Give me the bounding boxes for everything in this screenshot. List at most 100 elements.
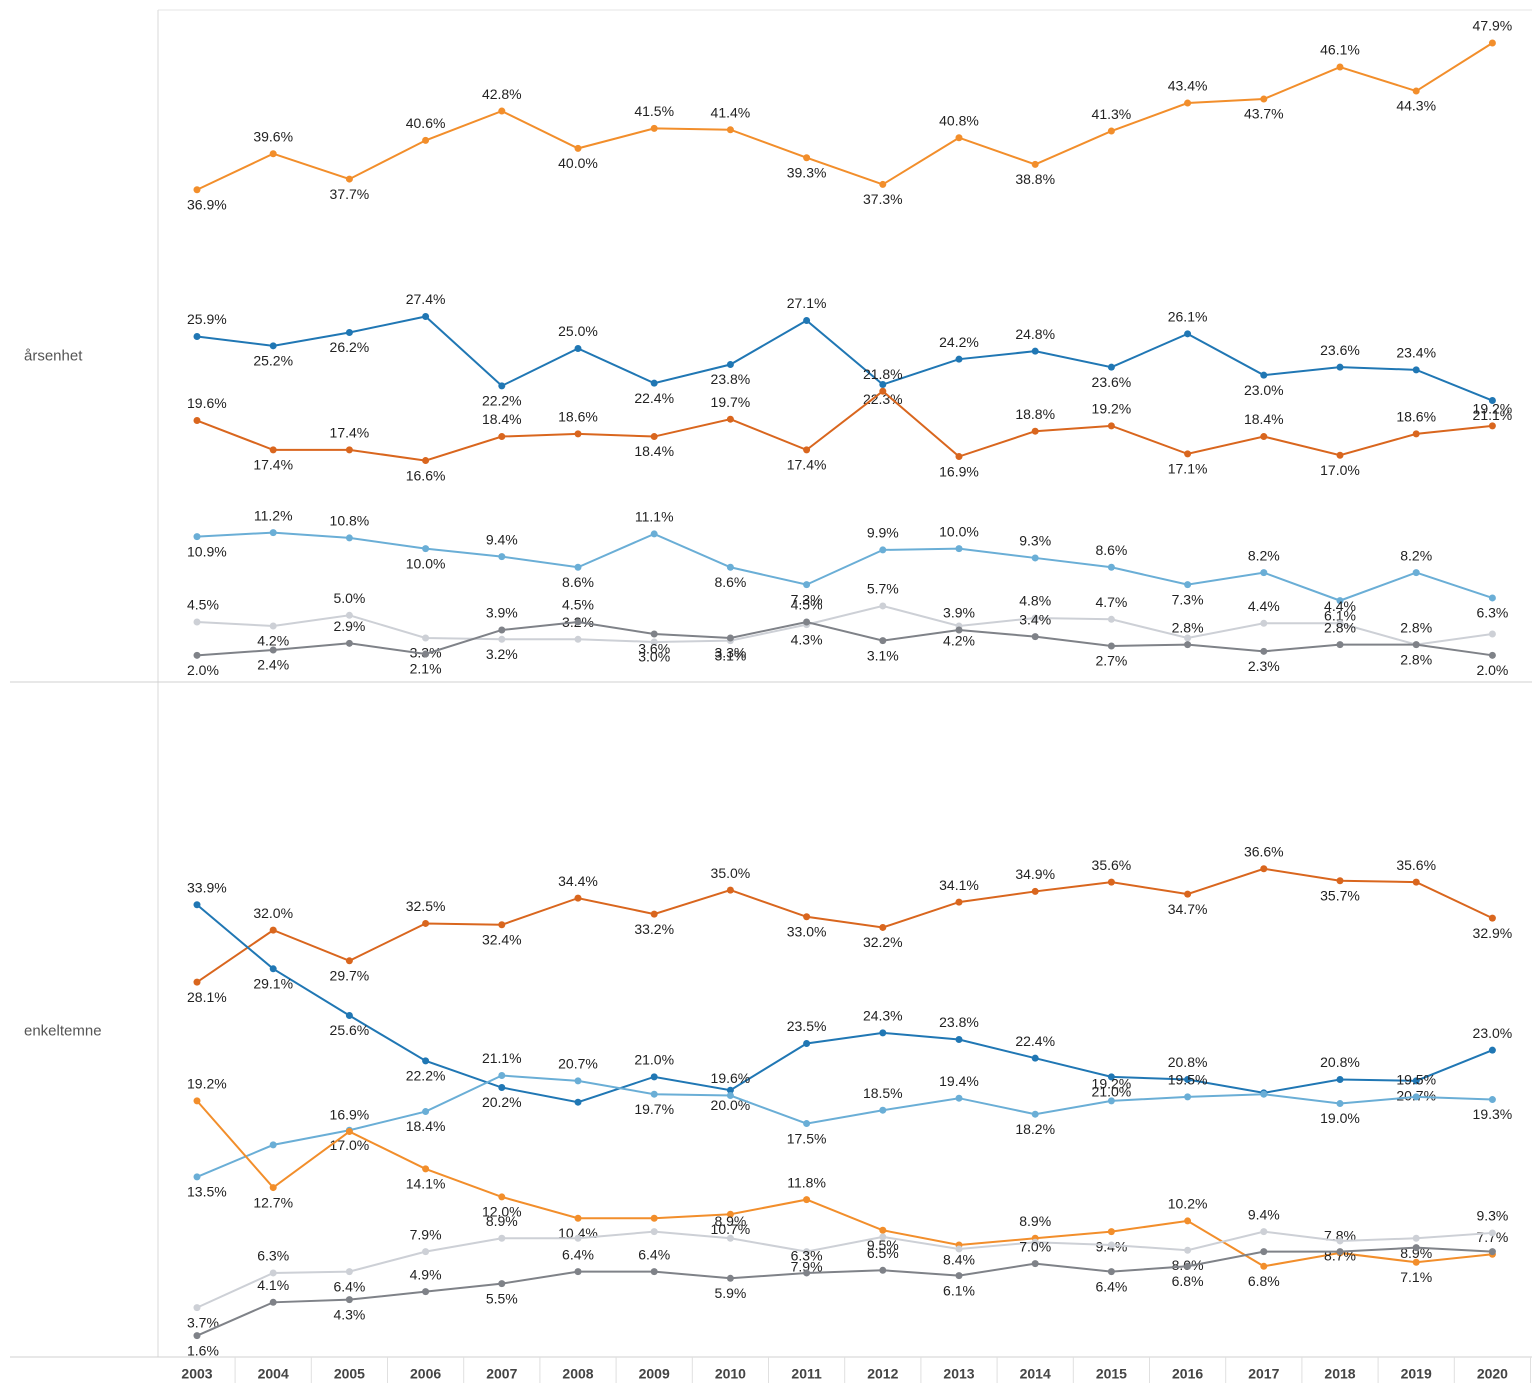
x-tick-label: 2020 <box>1477 1366 1508 1382</box>
point <box>193 618 201 626</box>
x-tick-label: 2003 <box>181 1366 212 1382</box>
data-label: 16.6% <box>406 467 446 483</box>
data-label: 4.3% <box>791 631 823 647</box>
point <box>498 382 506 390</box>
point <box>650 1228 658 1236</box>
data-label: 21.1% <box>482 1050 522 1066</box>
point <box>803 1196 811 1204</box>
data-label: 5.9% <box>714 1285 746 1301</box>
point <box>422 457 430 465</box>
data-label: 24.8% <box>1015 326 1055 342</box>
point <box>1412 1234 1420 1242</box>
data-label: 18.6% <box>1396 409 1436 425</box>
point <box>1031 614 1039 622</box>
point <box>498 107 506 115</box>
point <box>879 1233 887 1241</box>
point <box>345 1011 353 1019</box>
data-label: 2.0% <box>1476 662 1508 678</box>
data-label: 33.2% <box>634 921 674 937</box>
data-label: 10.9% <box>187 543 227 559</box>
point <box>574 1214 582 1222</box>
point <box>1488 594 1496 602</box>
point <box>650 910 658 918</box>
x-tick-label: 2012 <box>867 1366 898 1382</box>
point <box>1336 1248 1344 1256</box>
point <box>193 651 201 659</box>
data-label: 20.8% <box>1320 1054 1360 1070</box>
point <box>1412 366 1420 374</box>
point <box>345 1128 353 1136</box>
point <box>726 1274 734 1282</box>
data-label: 7.0% <box>1019 1238 1051 1254</box>
point <box>269 1141 277 1149</box>
point <box>803 1269 811 1277</box>
data-label: 34.7% <box>1168 901 1208 917</box>
data-label: 36.6% <box>1244 843 1284 859</box>
data-label: 32.5% <box>406 898 446 914</box>
data-label: 8.2% <box>1400 547 1432 563</box>
point <box>1412 641 1420 649</box>
point <box>955 355 963 363</box>
data-label: 29.7% <box>330 968 370 984</box>
data-label: 22.2% <box>406 1068 446 1084</box>
point <box>193 1332 201 1340</box>
point <box>1260 619 1268 627</box>
data-label: 34.1% <box>939 877 979 893</box>
point <box>1336 619 1344 627</box>
data-label: 7.9% <box>791 1258 823 1274</box>
point <box>726 415 734 423</box>
data-label: 22.3% <box>863 391 903 407</box>
data-label: 9.9% <box>867 525 899 541</box>
point <box>574 618 582 626</box>
data-label: 2.3% <box>1248 658 1280 674</box>
point <box>422 1057 430 1065</box>
point <box>955 545 963 553</box>
point <box>879 637 887 645</box>
point <box>498 1072 506 1080</box>
data-label: 11.8% <box>787 1174 826 1190</box>
data-label: 20.8% <box>1168 1054 1208 1070</box>
series-line <box>196 531 1493 602</box>
data-label: 20.2% <box>482 1094 522 1110</box>
series-line <box>196 1230 1493 1309</box>
point <box>955 1272 963 1280</box>
data-label: 32.0% <box>253 905 293 921</box>
point <box>269 646 277 654</box>
data-label: 3.0% <box>638 649 670 665</box>
data-label: 32.4% <box>482 931 522 947</box>
point <box>650 1090 658 1098</box>
point <box>345 446 353 454</box>
data-label: 17.0% <box>330 1137 370 1153</box>
point <box>1031 427 1039 435</box>
data-label: 4.1% <box>257 1277 289 1293</box>
point <box>1107 878 1115 886</box>
point <box>422 136 430 144</box>
point <box>498 626 506 634</box>
point <box>879 923 887 931</box>
point <box>1184 1262 1192 1270</box>
point <box>803 913 811 921</box>
data-label: 4.5% <box>791 597 823 613</box>
point <box>1031 160 1039 168</box>
point <box>193 978 201 986</box>
point <box>269 926 277 934</box>
point <box>269 1184 277 1192</box>
data-label: 16.9% <box>939 463 979 479</box>
data-label: 11.1% <box>635 509 674 525</box>
point <box>498 1193 506 1201</box>
data-label: 2.9% <box>333 618 365 634</box>
point <box>803 1040 811 1048</box>
data-label: 9.4% <box>486 531 518 547</box>
point <box>1260 865 1268 873</box>
point <box>879 381 887 389</box>
point <box>345 611 353 619</box>
point <box>803 618 811 626</box>
point <box>1031 1260 1039 1268</box>
point <box>1031 633 1039 641</box>
point <box>1488 1229 1496 1237</box>
x-tick-label: 2014 <box>1020 1366 1051 1382</box>
data-label: 2.4% <box>257 657 289 673</box>
point <box>1107 642 1115 650</box>
data-label: 44.3% <box>1396 98 1436 114</box>
series-line <box>196 867 1493 983</box>
